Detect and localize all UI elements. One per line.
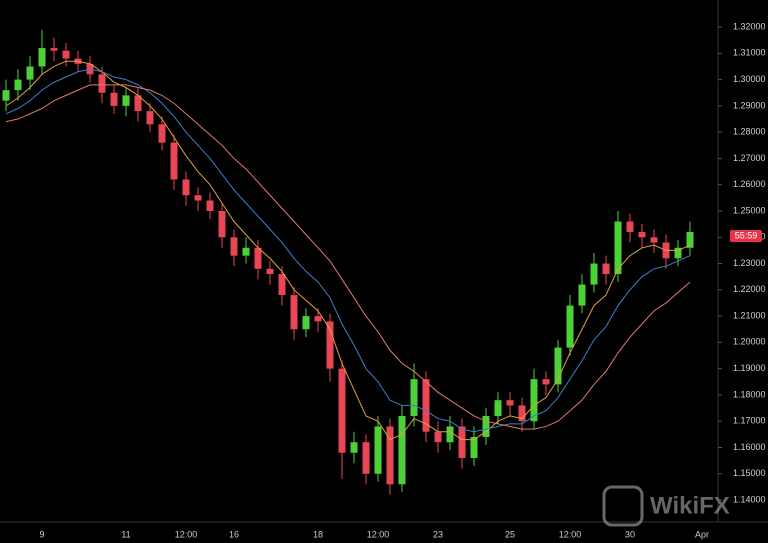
candle-body (554, 347, 562, 385)
y-tick-label: 1.26000 (733, 179, 766, 189)
candle-body (194, 195, 202, 201)
candle-body (566, 305, 574, 348)
candles (2, 29, 694, 495)
candle-body (518, 405, 526, 422)
candle-body (134, 95, 142, 112)
candle-body (326, 321, 334, 369)
candle-body (374, 426, 382, 474)
candle-body (158, 124, 166, 143)
x-tick-label: Apr (695, 529, 709, 539)
x-tick-label: 9 (39, 529, 44, 539)
candle-body (218, 210, 226, 238)
candle-body (38, 48, 46, 67)
x-tick-label: 11 (121, 529, 130, 539)
candle-body (542, 379, 550, 385)
candle-body (602, 263, 610, 275)
y-tick-label: 1.32000 (733, 21, 766, 31)
y-tick-label: 1.27000 (733, 153, 766, 163)
candle-body (50, 48, 58, 51)
x-tick-label: 12:00 (367, 529, 390, 539)
candle-body (422, 379, 430, 432)
moving-average-line (5, 68, 691, 433)
candle-body (290, 295, 298, 330)
candle-body (182, 179, 190, 196)
candle-body (26, 66, 34, 80)
candle-body (638, 232, 646, 238)
y-tick-label: 1.17000 (733, 416, 766, 426)
candle-body (146, 111, 154, 125)
y-tick-label: 1.15000 (733, 468, 766, 478)
price-marker (730, 229, 762, 242)
y-tick-label: 1.20000 (733, 337, 766, 347)
candle-body (482, 415, 490, 437)
candle-body (578, 284, 586, 306)
price-marker-label: 55:59 (735, 230, 758, 240)
candle-body (14, 79, 22, 91)
y-tick-label: 1.29000 (733, 100, 766, 110)
y-tick-label: 1.21000 (733, 310, 766, 320)
candle-body (314, 316, 322, 322)
x-tick-label: 25 (505, 529, 515, 539)
candle-body (470, 436, 478, 458)
candle-body (506, 400, 514, 406)
candle-body (98, 74, 106, 93)
y-tick-label: 1.16000 (733, 442, 766, 452)
candle-body (410, 379, 418, 416)
moving-average-line (5, 84, 691, 430)
x-tick-label: 18 (313, 529, 323, 539)
candle-body (122, 95, 130, 106)
candle-body (650, 237, 658, 243)
candle-body (278, 274, 286, 296)
y-tick-label: 1.14000 (733, 494, 766, 504)
y-tick-label: 1.28000 (733, 127, 766, 137)
x-tick-label: 12:00 (175, 529, 198, 539)
candle-body (386, 426, 394, 485)
candle-body (494, 400, 502, 416)
candle-body (254, 247, 262, 269)
candle-body (626, 221, 634, 233)
candle-body (2, 90, 10, 101)
watermark-text: WikiFX (650, 492, 730, 519)
x-tick-label: 23 (433, 529, 443, 539)
candle-body (242, 247, 250, 256)
candle-body (686, 232, 694, 248)
x-tick-label: 12:00 (559, 529, 582, 539)
y-tick-label: 1.25000 (733, 205, 766, 215)
candle-body (170, 142, 178, 180)
y-tick-label: 1.30000 (733, 74, 766, 84)
candle-body (590, 263, 598, 285)
candle-body (362, 442, 370, 474)
candle-body (338, 368, 346, 453)
candle-body (302, 316, 310, 330)
candle-body (62, 50, 70, 59)
candle-body (110, 92, 118, 106)
candle-body (230, 237, 238, 256)
candle-body (350, 442, 358, 453)
candle-body (614, 221, 622, 275)
candle-body (446, 426, 454, 443)
x-tick-label: 16 (229, 529, 239, 539)
y-tick-label: 1.23000 (733, 258, 766, 268)
x-tick-label: 30 (625, 529, 635, 539)
y-tick-label: 1.19000 (733, 363, 766, 373)
candle-body (530, 379, 538, 422)
watermark: WikiFX (602, 485, 730, 527)
y-tick-label: 1.18000 (733, 389, 766, 399)
watermark-logo (602, 485, 644, 527)
candle-body (674, 247, 682, 259)
candle-body (434, 431, 442, 443)
candle-body (206, 200, 214, 211)
candle-body (398, 415, 406, 485)
candle-body (266, 268, 274, 275)
candle-body (458, 426, 466, 458)
y-tick-label: 1.22000 (733, 284, 766, 294)
y-tick-label: 1.31000 (733, 48, 766, 58)
